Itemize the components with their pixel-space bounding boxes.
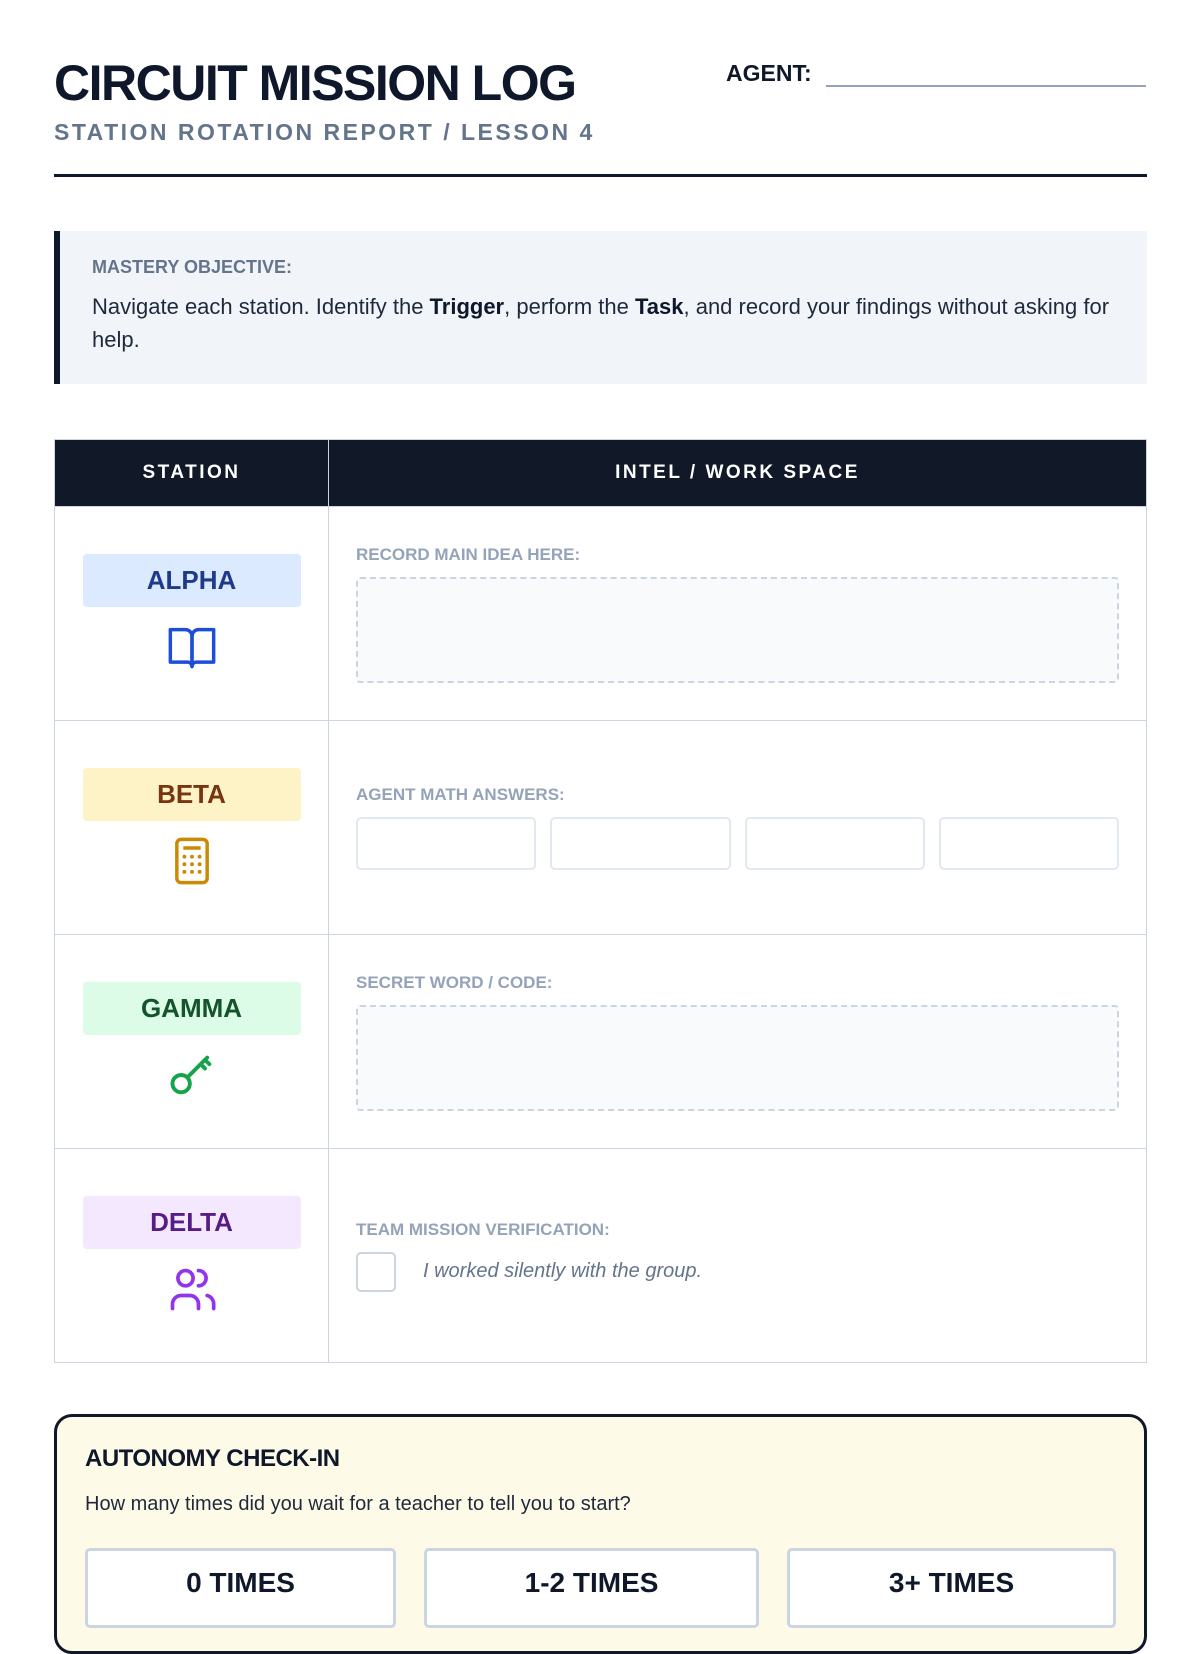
verification-checkbox[interactable]: [356, 1251, 396, 1292]
workspace-label: SECRET WORD / CODE:: [356, 972, 553, 992]
math-answer-input-2[interactable]: [550, 817, 731, 870]
header: CIRCUIT MISSION LOG STATION ROTATION REP…: [54, 55, 1147, 177]
autonomy-title: AUTONOMY CHECK-IN: [85, 1445, 340, 1472]
station-badge-beta: BETA: [82, 768, 301, 821]
workspace-label: TEAM MISSION VERIFICATION:: [356, 1219, 610, 1239]
objective-label: MASTERY OBJECTIVE:: [92, 257, 293, 277]
workspace-label: AGENT MATH ANSWERS:: [356, 785, 565, 804]
math-answer-input-3[interactable]: [744, 817, 925, 870]
checkbox-label: I worked silently with the group.: [423, 1260, 703, 1282]
table-row: GAMMA SECRET WORD / CODE:: [54, 934, 1147, 1149]
math-answer-input-1[interactable]: [356, 817, 537, 870]
main-idea-input[interactable]: [356, 576, 1119, 683]
page-subtitle: STATION ROTATION REPORT / LESSON 4: [54, 119, 595, 145]
option-1-2-times[interactable]: 1-2 TIMES: [424, 1548, 760, 1628]
users-icon: [55, 1263, 328, 1315]
station-badge-delta: DELTA: [82, 1196, 301, 1249]
agent-label: AGENT:: [726, 60, 812, 86]
book-icon: [55, 621, 328, 673]
header-station: STATION: [54, 439, 329, 507]
autonomy-question: How many times did you wait for a teache…: [85, 1493, 631, 1515]
station-table: STATION INTEL / WORK SPACE ALPHA RECORD …: [54, 439, 1147, 1363]
mastery-objective: MASTERY OBJECTIVE: Navigate each station…: [54, 231, 1147, 384]
page-title: CIRCUIT MISSION LOG: [54, 55, 577, 111]
option-0-times[interactable]: 0 TIMES: [85, 1548, 397, 1628]
station-badge-alpha: ALPHA: [82, 554, 301, 607]
table-row: DELTA TEAM MISSION VERIFICATION: I worke…: [54, 1148, 1147, 1363]
objective-text: Navigate each station. Identify the Trig…: [92, 294, 1110, 352]
key-icon: [55, 1049, 328, 1101]
header-workspace: INTEL / WORK SPACE: [328, 439, 1147, 507]
option-3-plus-times[interactable]: 3+ TIMES: [787, 1548, 1116, 1628]
calculator-icon: [55, 835, 328, 887]
secret-code-input[interactable]: [356, 1004, 1119, 1111]
agent-name-input[interactable]: [825, 57, 1146, 87]
table-row: BETA AGENT MATH ANSWERS:: [54, 720, 1147, 935]
station-badge-gamma: GAMMA: [82, 982, 301, 1035]
table-row: ALPHA RECORD MAIN IDEA HERE:: [54, 506, 1147, 721]
autonomy-check-in: AUTONOMY CHECK-IN How many times did you…: [54, 1414, 1147, 1654]
workspace-label: RECORD MAIN IDEA HERE:: [356, 544, 581, 564]
math-answer-input-4[interactable]: [938, 817, 1119, 870]
agent-field: AGENT:: [726, 57, 1146, 87]
